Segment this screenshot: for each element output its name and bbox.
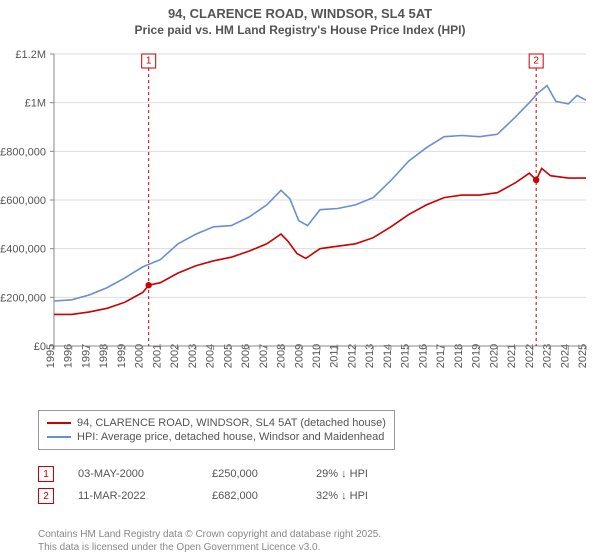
- x-tick-label: 2004: [205, 344, 217, 368]
- attribution: Contains HM Land Registry data © Crown c…: [38, 528, 381, 554]
- chart-marker-number: 1: [146, 56, 152, 67]
- title-main: 94, CLARENCE ROAD, WINDSOR, SL4 5AT: [0, 6, 600, 21]
- x-tick-label: 1997: [80, 344, 92, 368]
- y-tick-label: £800,000: [0, 146, 46, 158]
- legend-label: HPI: Average price, detached house, Wind…: [77, 431, 384, 443]
- sale-dot: [533, 177, 539, 183]
- chart: £0£200,000£400,000£600,000£800,000£1M£1.…: [10, 46, 590, 404]
- x-tick-label: 2025: [577, 344, 589, 368]
- x-tick-label: 1998: [98, 344, 110, 368]
- x-tick-label: 2013: [364, 344, 376, 368]
- attribution-line-2: This data is licensed under the Open Gov…: [38, 541, 381, 554]
- title-block: 94, CLARENCE ROAD, WINDSOR, SL4 5AT Pric…: [0, 0, 600, 37]
- x-tick-label: 2000: [134, 344, 146, 368]
- marker-table-row: 1 03-MAY-2000 £250,000 29% ↓ HPI: [38, 466, 416, 482]
- x-tick-label: 2018: [453, 344, 465, 368]
- marker-diff: 32% ↓ HPI: [316, 490, 416, 502]
- x-tick-label: 2005: [222, 344, 234, 368]
- x-tick-label: 2010: [311, 344, 323, 368]
- chart-svg: £0£200,000£400,000£600,000£800,000£1M£1.…: [10, 46, 590, 404]
- x-tick-label: 2001: [151, 344, 163, 368]
- x-tick-label: 2008: [276, 344, 288, 368]
- y-tick-label: £600,000: [0, 195, 46, 207]
- series-price_paid: [54, 168, 586, 314]
- marker-date: 03-MAY-2000: [78, 468, 188, 480]
- chart-marker-number: 2: [533, 56, 539, 67]
- x-tick-label: 2003: [187, 344, 199, 368]
- x-tick-label: 2007: [258, 344, 270, 368]
- legend-row: HPI: Average price, detached house, Wind…: [47, 431, 386, 443]
- marker-price: £250,000: [212, 468, 292, 480]
- legend-row: 94, CLARENCE ROAD, WINDSOR, SL4 5AT (det…: [47, 417, 386, 429]
- y-tick-label: £200,000: [0, 292, 46, 304]
- x-tick-label: 2014: [382, 344, 394, 368]
- marker-price: £682,000: [212, 490, 292, 502]
- x-tick-label: 2016: [417, 344, 429, 368]
- y-tick-label: £1.2M: [15, 49, 46, 61]
- marker-table-row: 2 11-MAR-2022 £682,000 32% ↓ HPI: [38, 488, 416, 504]
- x-tick-label: 2009: [293, 344, 305, 368]
- x-tick-label: 2020: [488, 344, 500, 368]
- x-tick-label: 2002: [169, 344, 181, 368]
- x-tick-label: 2021: [506, 344, 518, 368]
- legend: 94, CLARENCE ROAD, WINDSOR, SL4 5AT (det…: [38, 410, 395, 450]
- legend-swatch: [47, 422, 71, 424]
- x-tick-label: 2024: [559, 344, 571, 368]
- x-tick-label: 2011: [329, 344, 341, 368]
- sale-dot: [145, 282, 151, 288]
- x-tick-label: 2022: [524, 344, 536, 368]
- x-tick-label: 2012: [346, 344, 358, 368]
- marker-date: 11-MAR-2022: [78, 490, 188, 502]
- marker-table: 1 03-MAY-2000 £250,000 29% ↓ HPI 2 11-MAR-202…: [38, 460, 416, 510]
- x-tick-label: 1995: [45, 344, 57, 368]
- y-tick-label: £1M: [25, 98, 46, 110]
- x-tick-label: 1996: [63, 344, 75, 368]
- marker-diff: 29% ↓ HPI: [316, 468, 416, 480]
- attribution-line-1: Contains HM Land Registry data © Crown c…: [38, 528, 381, 541]
- y-tick-label: £400,000: [0, 244, 46, 256]
- marker-badge: 2: [38, 488, 54, 504]
- x-tick-label: 2023: [542, 344, 554, 368]
- marker-badge: 1: [38, 466, 54, 482]
- x-tick-label: 2017: [435, 344, 447, 368]
- legend-label: 94, CLARENCE ROAD, WINDSOR, SL4 5AT (det…: [77, 417, 386, 429]
- title-sub: Price paid vs. HM Land Registry's House …: [0, 23, 600, 37]
- x-tick-label: 2006: [240, 344, 252, 368]
- x-tick-label: 1999: [116, 344, 128, 368]
- x-tick-label: 2015: [400, 344, 412, 368]
- legend-swatch: [47, 436, 71, 438]
- x-tick-label: 2019: [471, 344, 483, 368]
- series-hpi: [54, 86, 586, 301]
